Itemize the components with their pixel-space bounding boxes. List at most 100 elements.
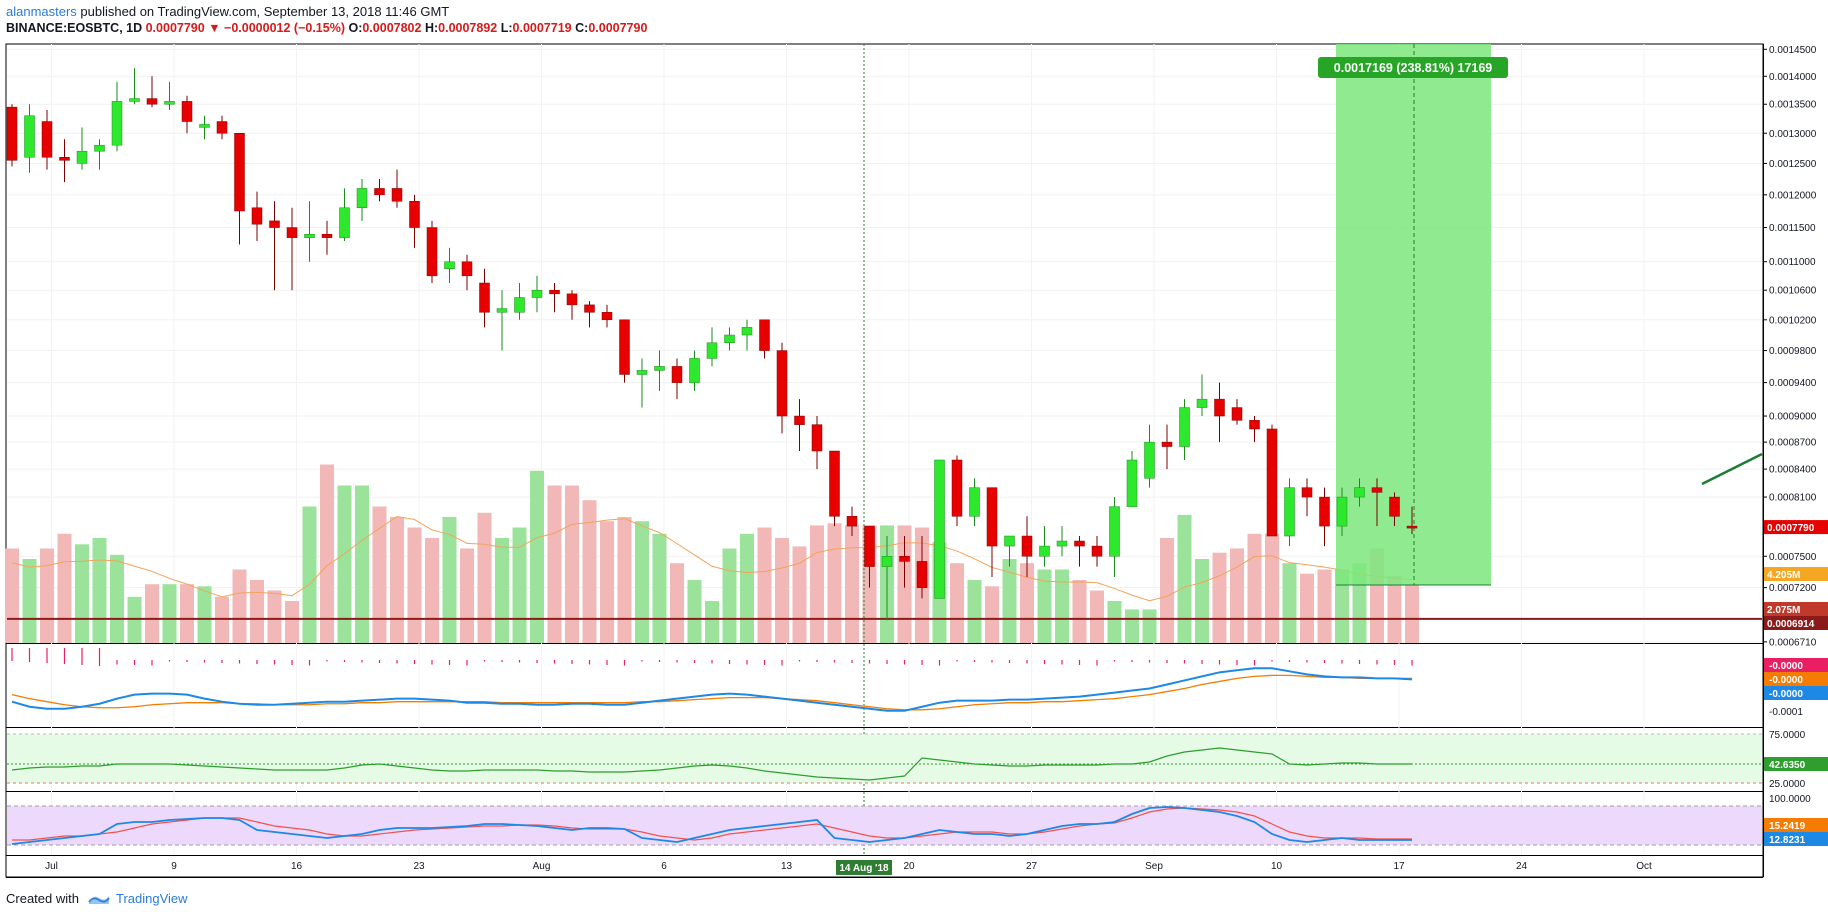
down-triangle-icon: ▼ — [208, 21, 221, 35]
candle-body — [1249, 420, 1260, 430]
rsi-tag-bg — [1764, 757, 1828, 771]
volume-bar — [320, 464, 334, 643]
rsi-line — [11, 747, 1412, 781]
volume-bar — [285, 601, 299, 643]
trend-line — [1701, 452, 1763, 486]
author-link[interactable]: alanmasters — [6, 4, 77, 19]
candle-body — [1021, 535, 1033, 557]
volume-bar — [792, 546, 807, 643]
published-text: published on TradingView.com, September … — [76, 4, 450, 19]
price-tick-label: 0.0007200 — [1769, 583, 1817, 594]
date-tick-label: Sep — [1145, 861, 1163, 872]
volume-ma-tag: 4.205M — [1767, 570, 1800, 581]
price-tick-label: 0.0012000 — [1769, 190, 1817, 201]
candle-body — [654, 366, 665, 371]
volume-scale-tag-bg — [1764, 602, 1828, 616]
candle-body — [706, 342, 718, 359]
candle-body — [146, 98, 158, 105]
candle-body — [41, 121, 53, 158]
candle-body — [881, 556, 893, 567]
candle-body — [549, 289, 560, 295]
candle-body — [286, 227, 298, 238]
last-price: 0.0007790 — [145, 21, 205, 35]
macd-line — [11, 667, 1413, 712]
candle-body — [111, 101, 123, 146]
candle-body — [76, 150, 88, 164]
volume-bar — [670, 563, 684, 643]
candle-body — [934, 459, 945, 599]
date-tick-label: 23 — [413, 861, 425, 872]
candle-body — [671, 366, 683, 383]
price-tick-label: 0.0013500 — [1769, 100, 1817, 111]
date-tick-label: 9 — [171, 861, 177, 872]
volume-bar — [582, 500, 597, 643]
candle-body — [479, 282, 490, 313]
candle-body — [24, 115, 35, 158]
price-tick-label: 0.0009800 — [1769, 346, 1817, 357]
volume-bar — [845, 525, 859, 643]
volume-bar — [512, 527, 527, 643]
candle-body — [566, 293, 578, 306]
candle-body — [496, 308, 508, 313]
rsi-level-label: 75.0000 — [1769, 730, 1806, 741]
price-tick-label: 0.0010600 — [1769, 286, 1817, 297]
symbol-label[interactable]: BINANCE:EOSBTC, 1D — [6, 21, 143, 35]
tradingview-brand[interactable]: TradingView — [87, 891, 188, 906]
volume-bar — [617, 517, 632, 643]
stoch-d-tag: 12.8231 — [1769, 835, 1806, 846]
volume-bar — [197, 586, 212, 643]
volume-bar — [75, 544, 89, 643]
candle-body — [164, 101, 175, 105]
date-tick-label: Oct — [1636, 861, 1652, 872]
candle-body — [251, 207, 263, 225]
volume-bar — [1107, 601, 1122, 643]
volume-bar — [407, 527, 422, 643]
candle-body — [321, 234, 333, 238]
candle-body — [531, 289, 543, 298]
volume-bar — [1160, 538, 1174, 643]
candle-body — [1196, 398, 1208, 408]
candle-body — [181, 101, 193, 122]
candle-body — [59, 157, 70, 161]
macd-axis-label: -0.0001 — [1769, 707, 1803, 718]
close-label: C: — [575, 21, 589, 35]
candle-body — [339, 207, 350, 238]
price-tick-label: 0.0013000 — [1769, 129, 1817, 140]
candle-body — [829, 450, 840, 517]
volume-bar — [442, 517, 457, 643]
stoch-d-tag-bg — [1764, 832, 1828, 846]
candle-body — [216, 121, 228, 134]
volume-bar — [687, 580, 702, 643]
volume-ma-tag-bg — [1764, 567, 1828, 581]
candle-body — [409, 201, 420, 228]
volume-bar — [337, 485, 352, 643]
volume-bar — [635, 521, 649, 643]
low-label: L: — [500, 21, 513, 35]
candle-body — [619, 319, 630, 375]
macd-tag-bg — [1764, 672, 1828, 686]
last-price-tag-bg — [1764, 520, 1828, 535]
stoch-level-label: 100.0000 — [1769, 794, 1811, 805]
low-value: 0.0007719 — [512, 21, 572, 35]
support-price-tag-bg — [1764, 616, 1828, 630]
volume-bar — [985, 586, 999, 643]
volume-bar — [40, 548, 54, 643]
volume-bar — [390, 517, 404, 643]
candle-body — [1214, 398, 1225, 417]
volume-bar — [1265, 533, 1279, 643]
price-tick-label: 0.0008100 — [1769, 493, 1817, 504]
candle-body — [461, 261, 473, 277]
candle-body — [1161, 441, 1173, 447]
macd-tag-label: -0.0000 — [1769, 661, 1803, 672]
candle-body — [94, 144, 105, 152]
volume-bar — [250, 580, 264, 643]
date-tick-label: Jul — [45, 861, 58, 872]
volume-bar — [215, 596, 229, 643]
price-tick-label: 0.0008700 — [1769, 438, 1817, 449]
volume-bar — [477, 512, 492, 643]
candle-body — [391, 188, 403, 202]
candle-body — [269, 220, 280, 228]
created-with-text: Created with — [6, 891, 79, 906]
volume-bar — [1405, 584, 1419, 643]
